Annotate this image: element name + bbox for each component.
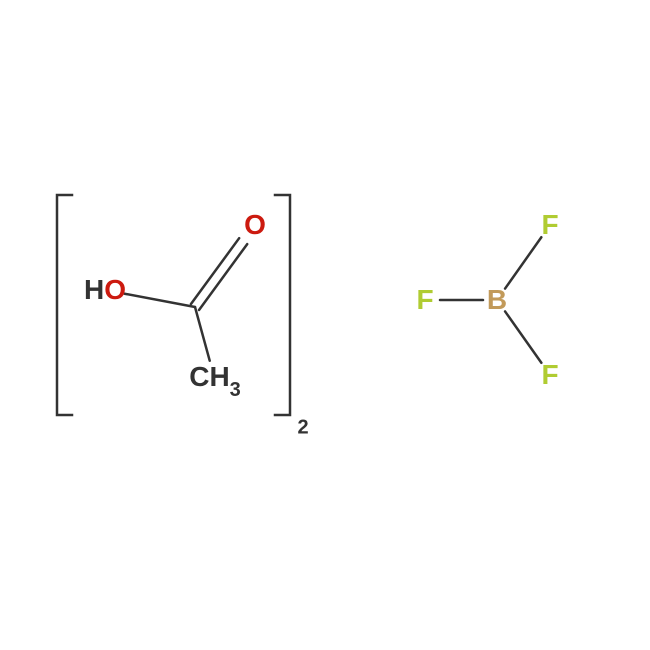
atom-f1: F (416, 284, 433, 316)
atom-o: O (244, 209, 266, 241)
chemical-diagram: HO O CH3 2 F F F B (0, 0, 650, 650)
atom-f2: F (541, 209, 558, 241)
atom-ho: HO (84, 274, 126, 306)
bond-layer (0, 0, 650, 650)
atom-ch3: CH3 (189, 361, 241, 399)
bracket-subscript: 2 (297, 417, 308, 440)
atom-b: B (487, 284, 507, 316)
atom-f3: F (541, 359, 558, 391)
